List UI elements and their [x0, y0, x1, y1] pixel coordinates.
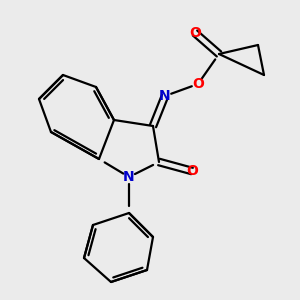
Text: O: O: [186, 164, 198, 178]
Text: O: O: [189, 26, 201, 40]
Text: O: O: [192, 77, 204, 91]
Text: N: N: [123, 170, 135, 184]
Text: N: N: [159, 89, 171, 103]
